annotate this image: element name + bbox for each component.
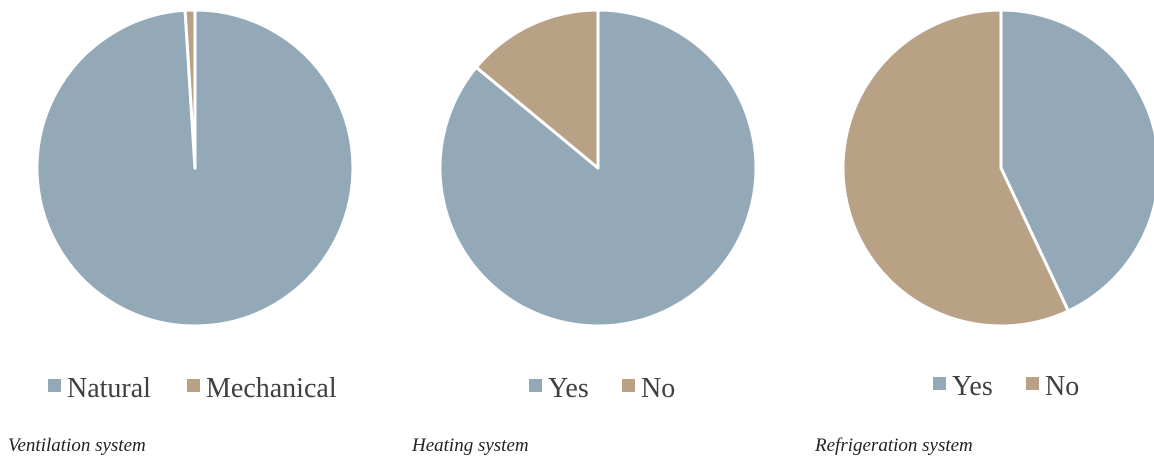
ventilation-legend: Natural Mechanical (48, 373, 337, 404)
pie-slice-mechanical (183, 8, 197, 170)
legend-swatch-no (622, 379, 635, 392)
pie-slice-yes (999, 8, 1154, 313)
pie-slice-no (841, 8, 1070, 328)
legend-label-yes: Yes (952, 371, 993, 402)
heating-slices (438, 8, 758, 328)
legend-label-yes: Yes (548, 373, 589, 404)
refrigeration-legend: Yes No (933, 371, 1079, 402)
legend-label-no: No (1045, 371, 1079, 402)
legend-swatch-mechanical (187, 379, 200, 392)
pie-slice-no (474, 8, 600, 170)
pie-chart-refrigeration: Yes No Refrigeration system (814, 8, 1154, 456)
pie-chart-ventilation: Natural Mechanical Ventilation system (8, 8, 355, 456)
caption-heating-system: Heating system (411, 435, 529, 456)
legend-label-no: No (641, 373, 675, 404)
refrigeration-slices (841, 8, 1154, 328)
legend-swatch-yes (933, 377, 946, 390)
legend-swatch-yes (529, 379, 542, 392)
caption-refrigeration-system: Refrigeration system (814, 435, 973, 456)
pie-chart-heating: Yes No Heating system (411, 8, 758, 456)
legend-label-natural: Natural (67, 373, 151, 404)
caption-ventilation-system: Ventilation system (8, 435, 146, 456)
legend-swatch-no (1026, 377, 1039, 390)
ventilation-slices (35, 8, 355, 328)
heating-legend: Yes No (529, 373, 675, 404)
legend-swatch-natural (48, 379, 61, 392)
legend-label-mechanical: Mechanical (206, 373, 337, 404)
